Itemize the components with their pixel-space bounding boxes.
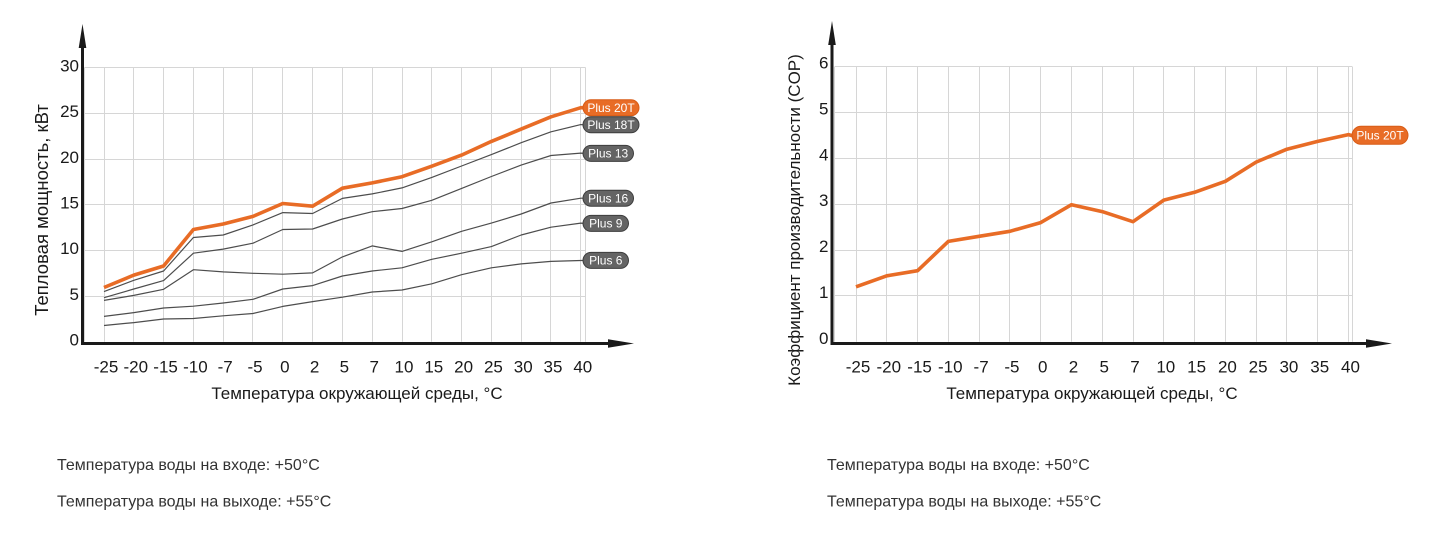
svg-text:2: 2	[1069, 357, 1078, 376]
svg-text:6: 6	[819, 54, 828, 73]
svg-text:Plus 18T: Plus 18T	[587, 118, 635, 132]
svg-text:0: 0	[280, 357, 289, 376]
svg-text:3: 3	[819, 191, 828, 210]
svg-text:20: 20	[454, 357, 473, 376]
svg-text:30: 30	[60, 57, 79, 76]
svg-text:-7: -7	[974, 357, 989, 376]
svg-text:-25: -25	[94, 357, 119, 376]
svg-text:0: 0	[70, 331, 79, 350]
svg-text:Plus 6: Plus 6	[589, 254, 623, 268]
svg-text:Температура окружающей среды,: Температура окружающей среды, °C	[211, 384, 502, 403]
svg-text:-5: -5	[247, 357, 262, 376]
svg-text:5: 5	[1099, 357, 1108, 376]
svg-text:25: 25	[484, 357, 503, 376]
svg-text:-20: -20	[877, 357, 902, 376]
svg-text:1: 1	[819, 283, 828, 302]
svg-text:Тепловая мощность, кВт: Тепловая мощность, кВт	[31, 104, 52, 316]
svg-text:-15: -15	[153, 357, 178, 376]
svg-text:Plus 9: Plus 9	[589, 217, 623, 231]
svg-text:40: 40	[573, 357, 592, 376]
svg-text:2: 2	[819, 237, 828, 256]
svg-text:7: 7	[369, 357, 378, 376]
svg-text:2: 2	[310, 357, 319, 376]
svg-text:-20: -20	[124, 357, 149, 376]
svg-text:Plus 20T: Plus 20T	[587, 101, 635, 115]
svg-text:25: 25	[1249, 357, 1268, 376]
svg-text:Температура окружающей среды,: Температура окружающей среды, °C	[946, 384, 1237, 403]
svg-text:-7: -7	[218, 357, 233, 376]
svg-text:-10: -10	[938, 357, 963, 376]
svg-text:Plus 20T: Plus 20T	[1356, 128, 1404, 142]
svg-text:-25: -25	[846, 357, 871, 376]
svg-text:Температура воды на входе: +50: Температура воды на входе: +50°C	[827, 457, 1090, 474]
svg-text:25: 25	[60, 102, 79, 121]
svg-text:30: 30	[1279, 357, 1298, 376]
svg-text:7: 7	[1130, 357, 1139, 376]
svg-text:-15: -15	[907, 357, 932, 376]
svg-text:0: 0	[1038, 357, 1047, 376]
svg-text:-5: -5	[1004, 357, 1019, 376]
svg-text:20: 20	[1218, 357, 1237, 376]
svg-text:Plus 13: Plus 13	[588, 147, 628, 161]
svg-text:40: 40	[1341, 357, 1360, 376]
svg-text:Plus 16: Plus 16	[588, 191, 628, 205]
svg-text:Температура воды на выходе: +5: Температура воды на выходе: +55°C	[57, 494, 331, 511]
svg-text:15: 15	[424, 357, 443, 376]
svg-text:Температура воды на входе: +50: Температура воды на входе: +50°C	[57, 457, 320, 474]
svg-text:5: 5	[819, 100, 828, 119]
svg-text:5: 5	[340, 357, 349, 376]
svg-text:0: 0	[819, 329, 828, 348]
svg-text:15: 15	[60, 194, 79, 213]
svg-text:10: 10	[1156, 357, 1175, 376]
svg-text:5: 5	[70, 285, 79, 304]
svg-text:-10: -10	[183, 357, 208, 376]
svg-text:4: 4	[819, 145, 828, 164]
svg-text:10: 10	[60, 239, 79, 258]
svg-text:30: 30	[514, 357, 533, 376]
svg-text:Коэффициент производительности: Коэффициент производительности (COP)	[785, 54, 804, 386]
svg-text:10: 10	[395, 357, 414, 376]
svg-text:15: 15	[1187, 357, 1206, 376]
svg-text:20: 20	[60, 148, 79, 167]
svg-text:35: 35	[1310, 357, 1329, 376]
svg-text:Температура воды на выходе: +5: Температура воды на выходе: +55°C	[827, 494, 1101, 511]
svg-text:35: 35	[544, 357, 563, 376]
